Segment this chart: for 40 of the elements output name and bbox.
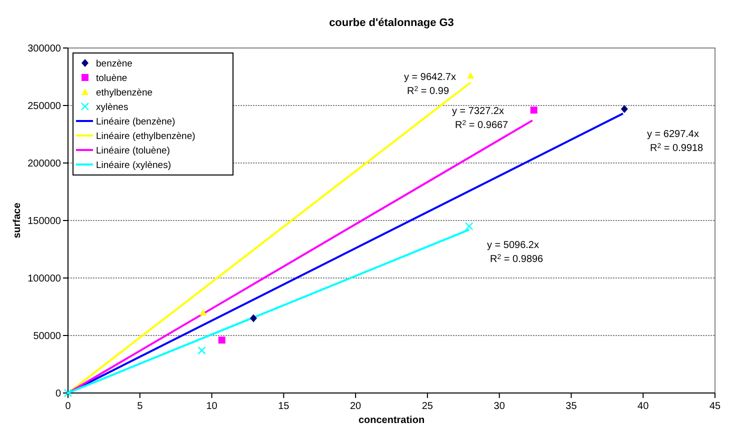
legend-label: Linéaire (ethylbenzène) (96, 131, 196, 142)
y-tick-label: 100000 (28, 274, 62, 284)
y-tick-label: 200000 (28, 158, 62, 170)
x-tick-label: 45 (709, 401, 721, 412)
x-tick-label: 25 (422, 401, 434, 412)
legend-label: ethylbenzène (96, 88, 153, 98)
point (530, 106, 538, 114)
y-tick-label: 300000 (28, 44, 62, 54)
x-tick-label: 0 (65, 401, 72, 412)
chart-title: courbe d'étalonnage G3 (329, 17, 454, 29)
y-tick-label: 50000 (33, 331, 62, 342)
legend-label: Linéaire (benzène) (96, 116, 176, 128)
annotation: y = 5096.2x R$^{2}$ = 0.9896 (487, 240, 544, 265)
point (198, 346, 206, 355)
legend-label: xylènes (96, 102, 128, 113)
x-tick-label: 5 (137, 401, 144, 412)
point (250, 314, 257, 322)
point (200, 309, 207, 316)
legend-label: Linéaire (xylènes) (96, 160, 171, 171)
point (620, 104, 628, 113)
x-tick-label: 20 (350, 401, 362, 412)
point (467, 72, 474, 79)
x-tick-label: 40 (638, 401, 650, 412)
annotation: y = 9642.7x R$^{2}$ = 0.99 (404, 72, 456, 97)
legend-label: toluène (96, 73, 128, 84)
y-tick-label: 150000 (28, 216, 62, 227)
legend-label: benzène (96, 58, 132, 70)
point (218, 336, 226, 344)
x-axis-title: concentration (358, 415, 425, 426)
x-tick-label: 10 (206, 401, 218, 412)
point (465, 222, 474, 230)
legend-label: Linéaire (toluène) (96, 146, 170, 156)
x-tick-label: 15 (278, 401, 290, 412)
y-tick-label: 0 (55, 388, 62, 400)
annotation: y = 6297.4x R$^{2}$ = 0.9918 (647, 129, 704, 154)
y-tick-label: 250000 (28, 101, 62, 112)
x-tick-label: 35 (566, 401, 578, 412)
y-axis-title: surface (12, 202, 23, 238)
x-tick-label: 30 (494, 401, 506, 412)
annotation: y = 7327.2x R$^{2}$ = 0.9667 (452, 106, 509, 131)
